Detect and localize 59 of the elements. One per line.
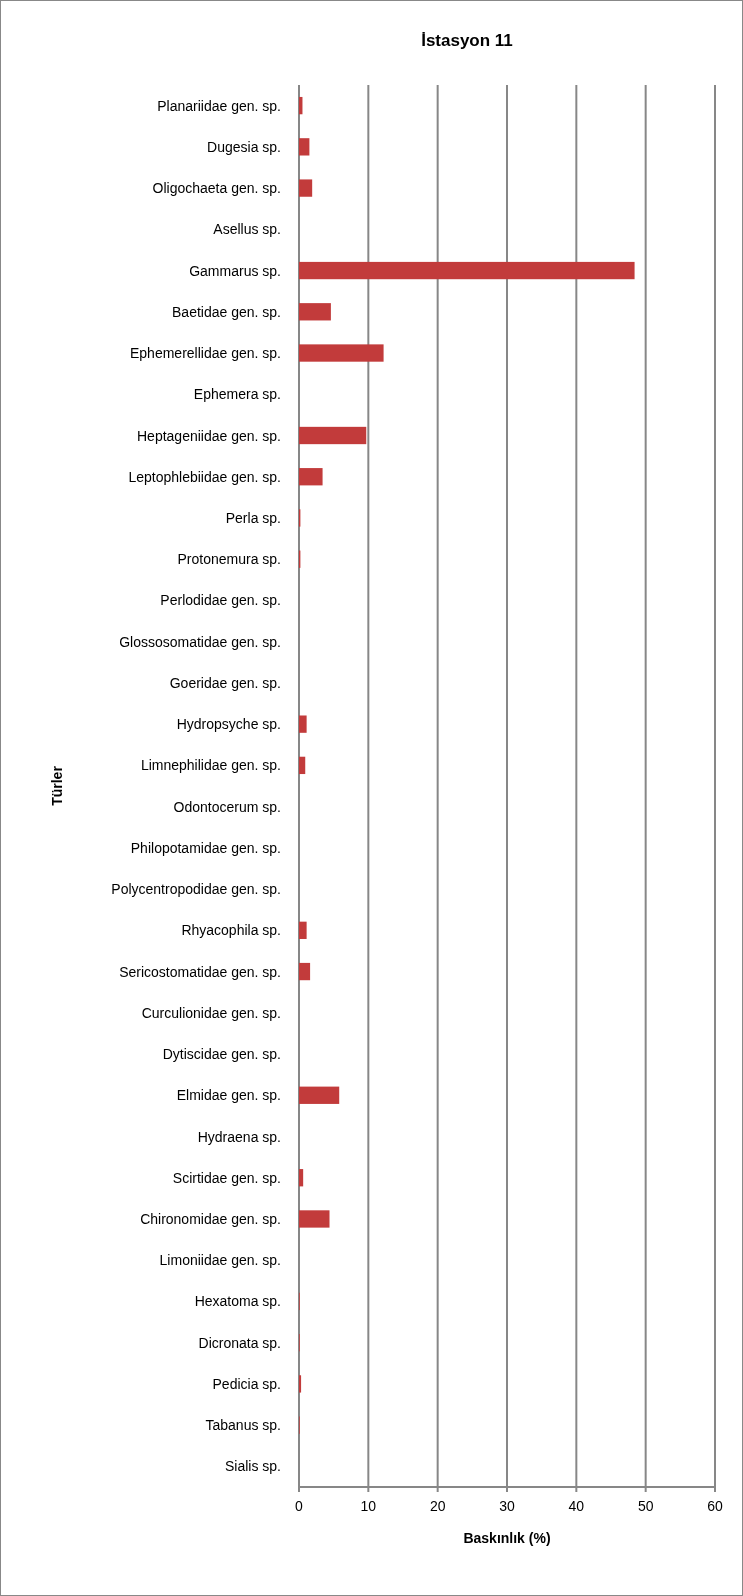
- x-tick-label: 20: [429, 1498, 446, 1514]
- bar: [299, 468, 323, 486]
- y-tick-label: Limoniidae gen. sp.: [159, 1252, 281, 1269]
- x-axis-title: Baskınlık (%): [463, 1530, 551, 1546]
- y-axis-title: Türler: [49, 765, 65, 806]
- y-tick-label: Elmidae gen. sp.: [176, 1087, 281, 1104]
- bar: [299, 138, 310, 156]
- y-tick-label: Ephemerellidae gen. sp.: [130, 345, 281, 362]
- bar: [299, 261, 635, 280]
- y-tick-label: Hexatoma sp.: [194, 1293, 281, 1310]
- y-tick-label: Curculionidae gen. sp.: [141, 1004, 281, 1021]
- y-tick-label: Limnephilidae gen. sp.: [140, 757, 281, 774]
- y-tick-label: Tabanus sp.: [205, 1417, 281, 1434]
- bar: [299, 756, 306, 775]
- y-tick-label: Sialis sp.: [224, 1458, 281, 1475]
- y-tick-label: Odontocerum sp.: [173, 798, 281, 815]
- y-tick-label: Polycentropodidae gen. sp.: [111, 881, 281, 898]
- bar: [299, 1086, 340, 1104]
- x-tick-label: 10: [360, 1498, 377, 1514]
- bar: [299, 426, 367, 445]
- y-tick-label: Hydraena sp.: [197, 1128, 281, 1145]
- bar: [299, 1210, 330, 1228]
- bar: [299, 303, 331, 321]
- y-tick-label: Glossosomatidae gen. sp.: [119, 633, 281, 650]
- y-tick-label: Ephemera sp.: [193, 386, 281, 403]
- y-tick-label: Pedicia sp.: [212, 1375, 281, 1392]
- x-tick-label: 0: [295, 1498, 304, 1514]
- bar: [299, 715, 307, 733]
- y-tick-label: Dicronata sp.: [198, 1334, 281, 1351]
- y-tick-label: Protonemura sp.: [177, 551, 281, 568]
- y-tick-label: Baetidae gen. sp.: [172, 303, 281, 320]
- bar: [299, 179, 313, 197]
- x-tick-label: 30: [499, 1498, 515, 1514]
- bar: [299, 1169, 304, 1187]
- y-tick-label: Dugesia sp.: [207, 138, 281, 155]
- chart-title: İstasyon 11: [421, 31, 513, 50]
- y-tick-label: Gammarus sp.: [189, 262, 281, 279]
- y-tick-label: Heptageniidae gen. sp.: [137, 427, 281, 444]
- y-tick-label: Leptophlebiidae gen. sp.: [128, 468, 281, 485]
- y-tick-label: Goeridae gen. sp.: [169, 674, 281, 691]
- y-tick-label: Chironomidae gen. sp.: [140, 1210, 281, 1227]
- y-tick-label: Philopotamidae gen. sp.: [130, 839, 281, 856]
- y-tick-label: Perla sp.: [225, 509, 281, 526]
- bar: [299, 1375, 302, 1393]
- y-tick-label: Hydropsyche sp.: [176, 716, 281, 733]
- bar: [299, 344, 384, 362]
- bar: [299, 962, 311, 981]
- y-tick-label: Planariidae gen. sp.: [157, 97, 281, 114]
- y-tick-label: Perlodidae gen. sp.: [160, 592, 281, 609]
- x-tick-label: 40: [568, 1498, 585, 1514]
- y-tick-label: Scirtidae gen. sp.: [172, 1169, 281, 1186]
- y-tick-label: Oligochaeta gen. sp.: [152, 180, 281, 197]
- x-tick-label: 50: [637, 1498, 654, 1514]
- y-tick-label: Asellus sp.: [213, 221, 281, 238]
- x-tick-label: 60: [707, 1498, 723, 1514]
- y-tick-label: Dytiscidae gen. sp.: [162, 1046, 281, 1063]
- y-tick-label: Rhyacophila sp.: [181, 922, 281, 939]
- y-tick-label: Sericostomatidae gen. sp.: [119, 963, 281, 980]
- bar: [299, 921, 307, 939]
